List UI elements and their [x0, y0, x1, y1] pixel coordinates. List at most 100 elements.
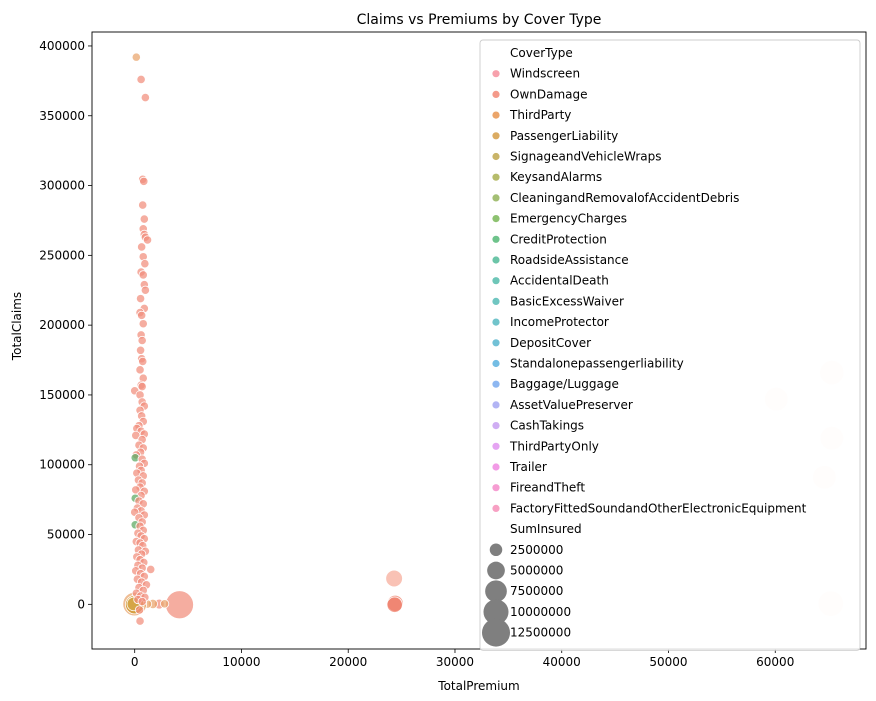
legend-marker [492, 339, 500, 347]
y-tick-label: 0 [77, 597, 85, 611]
legend-size-marker [483, 599, 509, 625]
data-point [138, 200, 148, 210]
legend-entry: ThirdParty [509, 108, 571, 122]
y-tick-label: 100000 [39, 458, 85, 472]
legend-entry: CashTakings [510, 419, 584, 433]
legend-size-entry: 7500000 [510, 584, 563, 598]
legend-marker [492, 380, 500, 388]
legend-entry: Trailer [509, 460, 547, 474]
legend-entry: ThirdPartyOnly [509, 439, 599, 453]
y-tick-label: 400000 [39, 39, 85, 53]
data-point [135, 294, 146, 304]
legend-entry: PassengerLiability [510, 129, 618, 143]
legend-marker [492, 194, 500, 202]
data-point [165, 590, 194, 620]
data-point [136, 74, 146, 85]
data-point [139, 176, 149, 186]
legend-entry: CreditProtection [510, 232, 607, 246]
legend-entry: CleaningandRemovalofAccidentDebris [510, 191, 739, 205]
y-tick-label: 200000 [39, 318, 85, 332]
x-tick-label: 30000 [436, 655, 474, 669]
legend-size-marker [485, 580, 507, 603]
legend-size-title: SumInsured [510, 522, 582, 536]
data-point [138, 356, 148, 367]
data-point [135, 616, 145, 626]
legend-entry: EmergencyCharges [510, 212, 627, 226]
chart-title: Claims vs Premiums by Cover Type [357, 12, 602, 28]
legend-marker [492, 297, 500, 305]
legend-entry: FireandTheft [510, 481, 585, 495]
legend-marker [492, 215, 500, 223]
y-tick-label: 300000 [39, 179, 85, 193]
data-point [131, 52, 141, 62]
legend-hue-title: CoverType [510, 46, 573, 60]
legend-entry: RoadsideAssistance [510, 253, 629, 267]
data-point [159, 599, 170, 609]
legend-marker [492, 463, 500, 471]
legend-size-entry: 5000000 [510, 564, 563, 578]
data-point [140, 259, 150, 269]
y-tick-label: 150000 [39, 388, 85, 402]
legend-size-entry: 10000000 [510, 605, 571, 619]
data-point [386, 596, 403, 613]
x-tick-label: 10000 [222, 655, 260, 669]
x-tick-label: 50000 [649, 655, 687, 669]
x-tick-label: 60000 [756, 655, 794, 669]
legend-entry: KeysandAlarms [510, 170, 602, 184]
data-point [138, 270, 148, 280]
plot-frame [91, 31, 867, 650]
y-axis: 0 50000 100000 150000 200000 250000 300000 3500… [39, 39, 92, 611]
data-point [385, 569, 403, 588]
data-point [142, 235, 153, 245]
data-point [140, 285, 150, 295]
legend-entry: AccidentalDeath [510, 274, 609, 288]
legend-box [479, 39, 861, 651]
x-axis-label: TotalPremium [437, 679, 519, 693]
y-axis-label: TotalClaims [10, 292, 24, 361]
data-point [138, 319, 148, 329]
data-point [137, 242, 147, 252]
legend-size-marker [482, 618, 510, 647]
legend-marker [492, 256, 500, 264]
legend-entry: DepositCover [510, 336, 591, 350]
legend-marker [492, 152, 500, 161]
legend-marker [492, 359, 500, 368]
legend-marker [492, 504, 500, 512]
legend-entry: OwnDamage [510, 87, 588, 101]
legend-entry: Baggage/Luggage [510, 377, 619, 391]
legend-entry: SignageandVehicleWraps [510, 150, 662, 164]
data-point [134, 605, 145, 615]
legend-marker [492, 132, 500, 140]
legend: CoverType Windscreen OwnDamage ThirdParty Pa… [479, 39, 861, 651]
data-point [135, 345, 146, 355]
legend-entry: Standalonepassengerliability [510, 357, 684, 371]
legend-entry: Windscreen [510, 67, 580, 81]
legend-marker [492, 90, 500, 98]
legend-size-entry: 2500000 [510, 543, 563, 557]
legend-entry: BasicExcessWaiver [510, 294, 624, 308]
data-point [135, 365, 145, 375]
legend-marker [492, 173, 500, 181]
data-point [139, 214, 149, 224]
data-point [137, 596, 147, 607]
data-point [140, 93, 150, 103]
data-point [137, 310, 147, 320]
legend-marker [492, 442, 500, 450]
legend-size-marker [489, 543, 503, 557]
legend-marker [492, 484, 500, 492]
x-tick-label: 40000 [543, 655, 581, 669]
x-axis: 0 10000 20000 30000 40000 50000 60000 [131, 649, 794, 669]
legend-entry: AssetValuePreserver [510, 398, 633, 412]
legend-size-entry: 12500000 [510, 626, 571, 640]
legend-marker [492, 111, 500, 119]
x-tick-label: 0 [131, 655, 139, 669]
data-point [146, 564, 156, 575]
legend-marker [492, 277, 500, 285]
data-point [137, 381, 147, 392]
y-tick-label: 50000 [47, 528, 85, 542]
legend-marker [492, 422, 500, 430]
legend-marker [492, 318, 500, 326]
data-point [137, 335, 147, 346]
y-tick-label: 250000 [39, 248, 85, 262]
